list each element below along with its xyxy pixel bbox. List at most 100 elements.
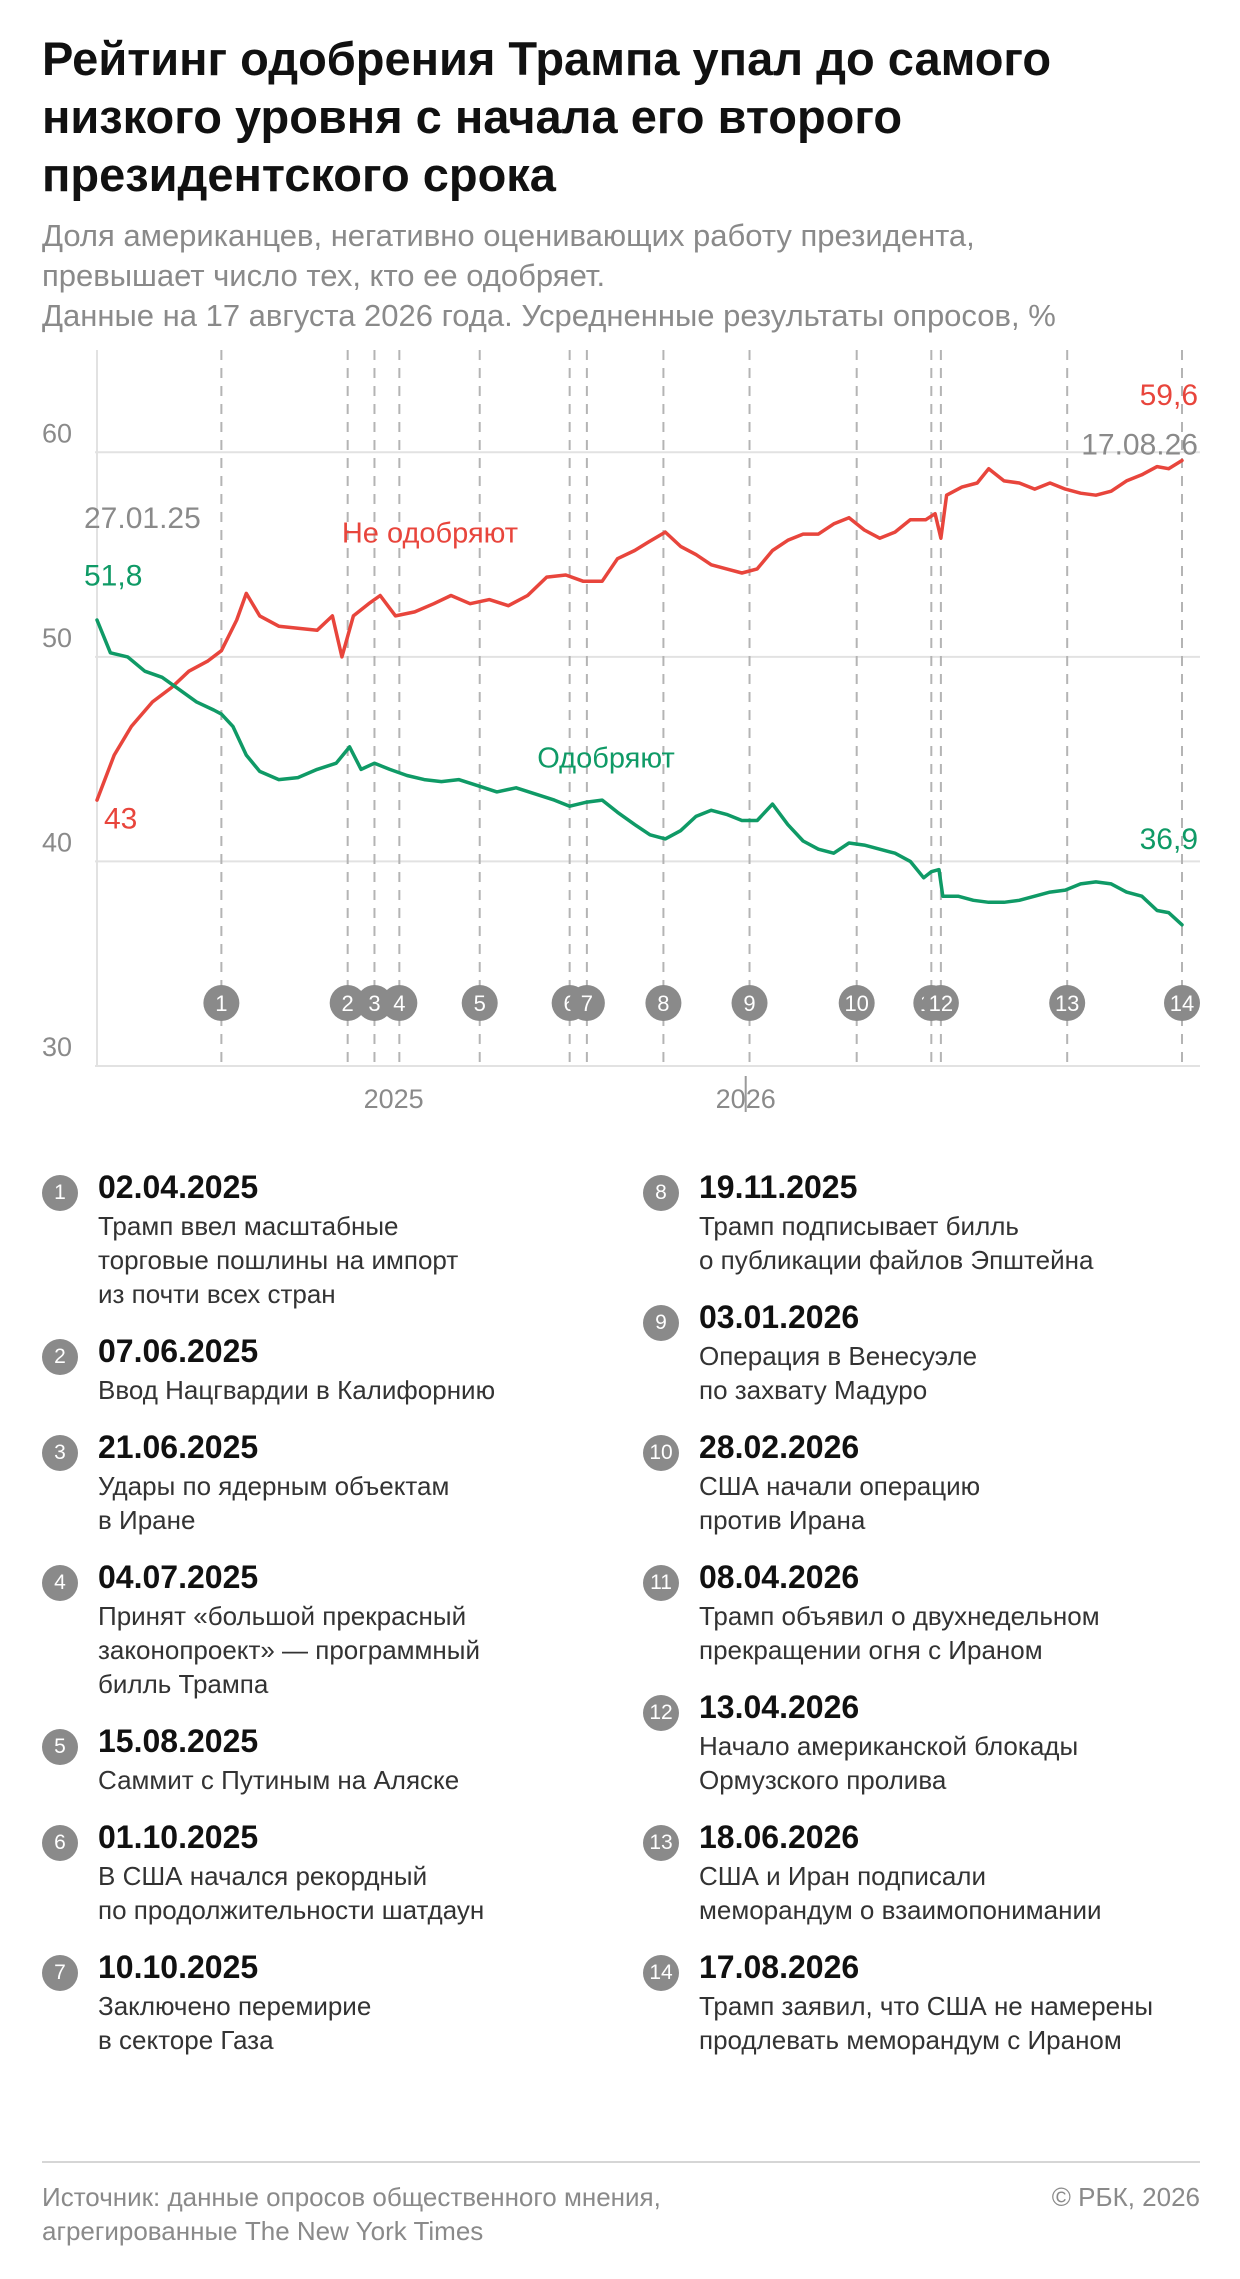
- event-marker: [461, 985, 498, 1021]
- approve-end-value: 36,9: [1140, 823, 1198, 856]
- x-tick-label: 2025: [364, 1084, 424, 1114]
- disapprove-start-value: 43: [104, 803, 137, 836]
- event-marker-label: 3: [368, 991, 380, 1016]
- event-marker: [356, 985, 393, 1021]
- event-date: 02.04.2025: [98, 1169, 259, 1205]
- y-tick-label: 40: [42, 827, 72, 857]
- series-label-approve: Одобряют: [537, 742, 674, 774]
- event-description: Удары по ядерным объектам в Иране: [98, 1471, 450, 1535]
- event-marker-label: 5: [474, 991, 486, 1016]
- event-description: США начали операцию против Ирана: [699, 1471, 981, 1535]
- event-marker-label: 7: [581, 991, 593, 1016]
- disapprove-line: [95, 458, 1184, 802]
- y-tick-label: 30: [42, 1032, 72, 1062]
- event-item: 5 15.08.2025 Саммит с Путиным на Аляске: [42, 1719, 582, 1797]
- event-marker-label: 10: [844, 991, 868, 1016]
- event-date: 01.10.2025: [98, 1819, 259, 1855]
- event-number-badge: 5: [42, 1729, 78, 1765]
- event-date: 18.06.2026: [699, 1819, 860, 1855]
- event-item: 2 07.06.2025 Ввод Нацгвардии в Калифорнию: [42, 1329, 582, 1407]
- event-marker: [731, 985, 768, 1021]
- event-description: Трамп подписывает билль о публикации фай…: [699, 1211, 1094, 1275]
- event-marker-label: 4: [393, 991, 405, 1016]
- event-description: Операция в Венесуэле по захвату Мадуро: [699, 1341, 978, 1405]
- event-date: 21.06.2025: [98, 1429, 259, 1465]
- event-date: 03.01.2026: [699, 1299, 860, 1335]
- event-date: 13.04.2026: [699, 1689, 860, 1725]
- event-date: 28.02.2026: [699, 1429, 860, 1465]
- event-item: 12 13.04.2026 Начало американской блокады …: [643, 1685, 1183, 1797]
- approval-line-chart: 30405060202520261234567891011121314Не од…: [42, 350, 1200, 1114]
- page-title: Рейтинг одобрения Трампа упал до самого …: [42, 32, 1052, 201]
- event-list-right: 8 19.11.2025 Трамп подписывает билль о пуб…: [643, 1165, 1183, 2057]
- event-number-badge: 4: [42, 1565, 78, 1601]
- event-description: Трамп заявил, что США не намерены продле…: [699, 1991, 1154, 2055]
- subtitle-line-1: Доля американцев, негативно оценивающих …: [42, 218, 975, 253]
- event-description: Заключено перемирие в секторе Газа: [98, 1991, 372, 2055]
- event-number-badge: 2: [42, 1339, 78, 1375]
- event-number-badge: 12: [643, 1695, 679, 1731]
- event-date: 19.11.2025: [699, 1169, 858, 1205]
- event-description: Начало американской блокады Ормузского п…: [699, 1731, 1079, 1795]
- event-marker-label: 13: [1055, 991, 1079, 1016]
- approve-line: [95, 618, 1184, 927]
- event-date: 17.08.2026: [699, 1949, 860, 1985]
- event-description: Принят «большой прекрасный законопроект»…: [98, 1601, 480, 1699]
- event-marker: [203, 985, 240, 1021]
- event-date: 07.06.2025: [98, 1333, 259, 1369]
- event-list-left: 1 02.04.2025 Трамп ввел масштабные торговы…: [42, 1165, 582, 2057]
- event-item: 8 19.11.2025 Трамп подписывает билль о пуб…: [643, 1165, 1183, 1277]
- approve-start-value: 51,8: [84, 559, 142, 592]
- x-tick-label: 2026: [716, 1084, 776, 1114]
- event-number-badge: 1: [42, 1175, 78, 1211]
- event-description: Саммит с Путиным на Аляске: [98, 1765, 460, 1795]
- event-marker: [568, 985, 605, 1021]
- event-item: 13 18.06.2026 США и Иран подписали меморан…: [643, 1815, 1183, 1927]
- source-note: Источник: данные опросов общественного м…: [42, 2182, 661, 2246]
- event-marker: [329, 985, 366, 1021]
- y-tick-label: 50: [42, 623, 72, 653]
- subtitle-line-2: превышает число тех, кто ее одобряет.: [42, 258, 606, 293]
- event-date: 04.07.2025: [98, 1559, 259, 1595]
- event-item: 1 02.04.2025 Трамп ввел масштабные торговы…: [42, 1165, 582, 1311]
- event-item: 10 28.02.2026 США начали операцию против И…: [643, 1425, 1183, 1537]
- disapprove-end-value: 59,6: [1140, 379, 1198, 412]
- copyright: © РБК, 2026: [1051, 2182, 1200, 2212]
- event-number-badge: 6: [42, 1825, 78, 1861]
- event-item: 7 10.10.2025 Заключено перемирие в секторе…: [42, 1945, 582, 2057]
- event-description: США и Иран подписали меморандум о взаимо…: [699, 1861, 1102, 1925]
- event-item: 9 03.01.2026 Операция в Венесуэле по захва…: [643, 1295, 1183, 1407]
- event-item: 6 01.10.2025 В США начался рекордный по пр…: [42, 1815, 582, 1927]
- event-item: 11 08.04.2026 Трамп объявил о двухнедельно…: [643, 1555, 1183, 1667]
- event-marker-label: 14: [1170, 991, 1194, 1016]
- start-date-label: 27.01.25: [84, 502, 201, 535]
- event-marker-label: 2: [342, 991, 354, 1016]
- event-item: 3 21.06.2025 Удары по ядерным объектам в И…: [42, 1425, 582, 1537]
- chart-subtitle: Доля американцев, негативно оценивающих …: [42, 216, 1202, 336]
- end-date-label: 17.08.26: [1081, 428, 1198, 461]
- event-date: 10.10.2025: [98, 1949, 259, 1985]
- event-number-badge: 10: [643, 1435, 679, 1471]
- event-description: Трамп объявил о двухнедельном прекращени…: [699, 1601, 1100, 1665]
- event-marker: [645, 985, 682, 1021]
- subtitle-line-3: Данные на 17 августа 2026 года. Усреднен…: [42, 298, 1056, 333]
- event-marker: [1164, 985, 1200, 1021]
- event-marker-label: 12: [929, 991, 953, 1016]
- event-marker: [1049, 985, 1086, 1021]
- event-number-badge: 9: [643, 1305, 679, 1341]
- footer-divider: [42, 2161, 1200, 2163]
- event-description: В США начался рекордный по продолжительн…: [98, 1861, 485, 1925]
- event-marker: [922, 985, 959, 1021]
- event-number-badge: 11: [643, 1565, 679, 1601]
- event-number-badge: 14: [643, 1955, 679, 1991]
- event-marker-label: 8: [657, 991, 669, 1016]
- event-marker-label: 1: [215, 991, 227, 1016]
- event-item: 4 04.07.2025 Принят «большой прекрасный за…: [42, 1555, 582, 1701]
- series-label-disapprove: Не одобряют: [342, 517, 518, 549]
- y-tick-label: 60: [42, 418, 72, 448]
- event-number-badge: 8: [643, 1175, 679, 1211]
- event-description: Трамп ввел масштабные торговые пошлины н…: [98, 1211, 459, 1309]
- event-description: Ввод Нацгвардии в Калифорнию: [98, 1375, 496, 1405]
- event-item: 14 17.08.2026 Трамп заявил, что США не нам…: [643, 1945, 1183, 2057]
- event-marker: [838, 985, 875, 1021]
